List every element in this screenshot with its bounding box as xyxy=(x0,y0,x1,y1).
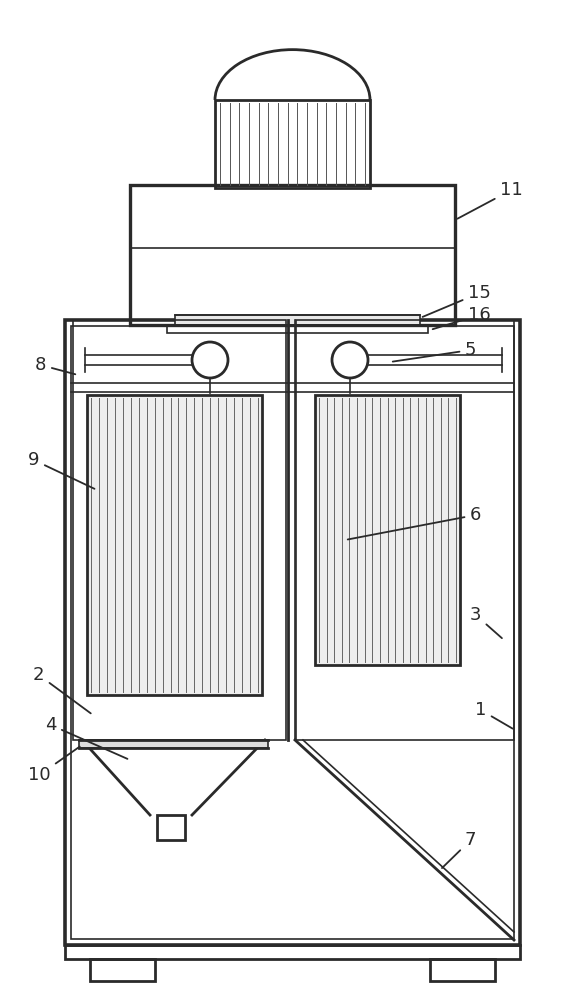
Bar xyxy=(65,945,520,959)
Text: 3: 3 xyxy=(470,606,502,638)
Text: 10: 10 xyxy=(28,747,79,784)
Bar xyxy=(90,959,155,981)
Text: 5: 5 xyxy=(393,341,477,362)
Text: 2: 2 xyxy=(33,666,90,713)
Bar xyxy=(175,315,420,325)
Text: 6: 6 xyxy=(348,506,481,539)
Bar xyxy=(71,326,514,939)
Bar xyxy=(79,740,268,748)
Bar xyxy=(130,185,455,325)
Bar xyxy=(315,395,460,665)
Bar xyxy=(65,320,520,945)
Text: 9: 9 xyxy=(28,451,95,489)
Text: 16: 16 xyxy=(433,306,491,329)
Bar xyxy=(157,815,185,840)
Text: 4: 4 xyxy=(45,716,128,759)
Text: 11: 11 xyxy=(458,181,523,219)
Bar xyxy=(430,959,495,981)
Bar xyxy=(296,320,514,740)
Text: 1: 1 xyxy=(475,701,513,729)
Text: 7: 7 xyxy=(442,831,477,868)
Text: 8: 8 xyxy=(35,356,75,374)
Bar xyxy=(167,325,428,333)
Bar xyxy=(73,320,286,740)
Text: 15: 15 xyxy=(423,284,491,317)
Bar xyxy=(87,395,262,695)
Bar xyxy=(215,100,370,188)
